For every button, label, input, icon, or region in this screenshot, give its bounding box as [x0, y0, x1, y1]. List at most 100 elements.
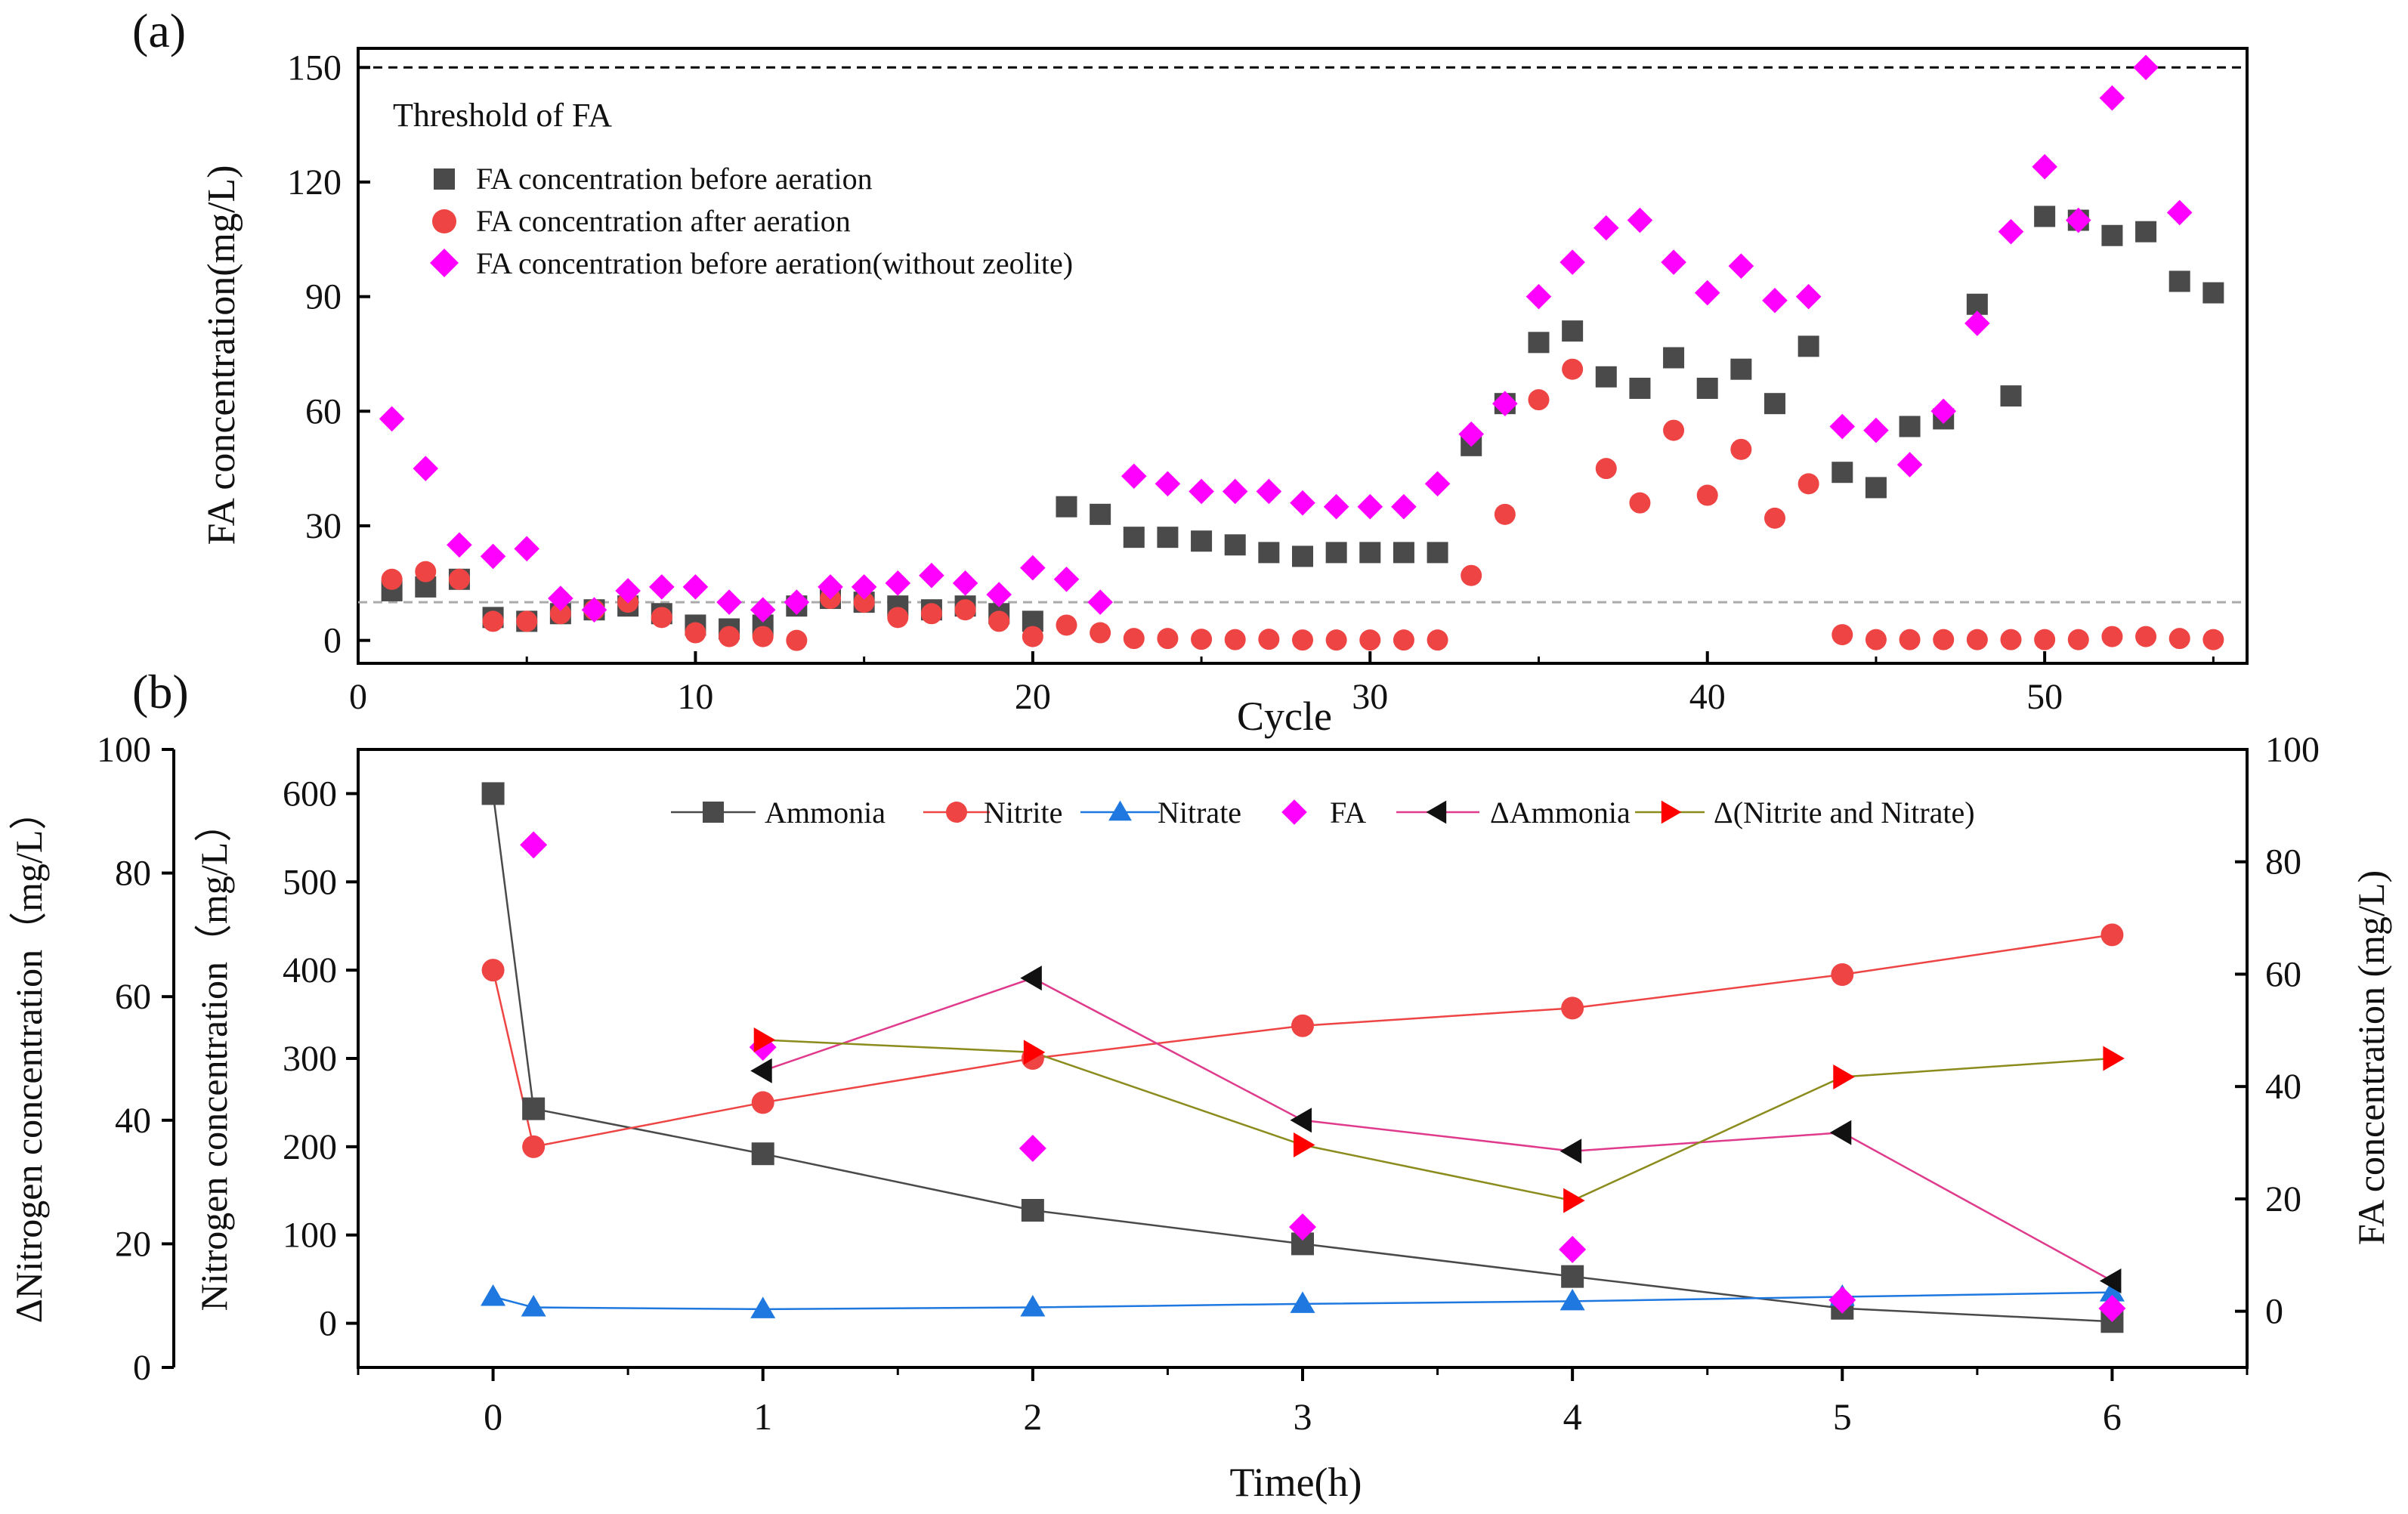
series-5-point — [753, 1027, 776, 1052]
series-2-point — [1896, 452, 1923, 477]
series-1-point — [1258, 629, 1280, 650]
series-1-point — [920, 603, 942, 625]
series-2-point — [648, 574, 675, 600]
series-0-line — [492, 793, 2113, 1323]
y-tick-label-outer: 60 — [115, 977, 151, 1017]
series-0-point — [481, 782, 505, 805]
x-tick-label-b: 6 — [2103, 1395, 2122, 1438]
x-tick-label-a: 30 — [1352, 677, 1388, 717]
series-5-point — [1563, 1188, 1585, 1213]
series-2-point — [1661, 249, 1686, 275]
series-2-point — [1290, 490, 1315, 516]
series-1-point — [1966, 629, 1988, 650]
series-2-point — [919, 562, 944, 589]
series-2-point — [1627, 207, 1653, 233]
series-0-point — [751, 1142, 774, 1166]
legend-b-label-3: FA — [1330, 796, 1366, 830]
series-2-point — [1795, 283, 1822, 310]
y-tick-label-a: 90 — [305, 277, 342, 317]
series-2-point — [1020, 1295, 1046, 1317]
series-1-point — [2202, 629, 2224, 650]
legend-b-marker-1 — [946, 802, 967, 823]
series-2-point — [481, 1284, 506, 1306]
series-2-point — [1189, 478, 1214, 505]
series-0-point — [1865, 477, 1887, 499]
series-0-point — [1899, 416, 1921, 437]
y-tick-label-outer: 0 — [133, 1348, 151, 1388]
series-1-point — [1561, 996, 1584, 1020]
series-1-point — [1090, 622, 1111, 644]
series-0-point — [1056, 496, 1077, 518]
series-0-point — [1090, 503, 1111, 525]
series-0-point — [2034, 205, 2056, 227]
series-1-point — [1056, 614, 1077, 636]
series-1-point — [2135, 626, 2157, 647]
axis-ticks-a: 0 10 20 30 40 50 0 30 60 90 120 150 — [287, 48, 2215, 717]
series-0-point — [2135, 221, 2157, 243]
series-0-point — [1595, 366, 1617, 388]
series-2-point — [1053, 566, 1080, 592]
series-1-point — [1663, 419, 1685, 441]
y-tick-label-left: 600 — [283, 774, 337, 814]
series-2-point — [1930, 398, 1957, 425]
series-1-point — [1325, 629, 1347, 651]
series-1-point — [482, 610, 504, 632]
series-0-point — [1191, 530, 1213, 552]
y-tick-label-a: 0 — [323, 621, 342, 661]
series-1-point — [2000, 629, 2022, 650]
series-1-point — [1696, 484, 1718, 506]
series-1-point — [2034, 629, 2056, 650]
series-2-point — [1323, 493, 1349, 520]
series-1-point — [1595, 458, 1617, 480]
series-2-point — [1121, 463, 1147, 490]
series-1-point — [1933, 629, 1955, 650]
series-0-point — [2202, 282, 2224, 304]
series-3-point — [1289, 1213, 1316, 1241]
series-0-point — [1764, 393, 1785, 415]
series-0-point — [2101, 224, 2123, 246]
series-0-point — [1325, 542, 1347, 564]
series-2-point — [2065, 207, 2091, 233]
series-0-point — [1528, 332, 1550, 354]
series-1-point — [1291, 1014, 1314, 1037]
series-2-point — [1222, 478, 1248, 505]
legend-a: FA concentration before aeration FA conc… — [430, 162, 1073, 280]
series-1-point — [549, 603, 571, 625]
series-1-point — [1461, 564, 1482, 586]
series-1-point — [448, 568, 470, 590]
series-1-point — [1427, 629, 1448, 651]
legend-b-label-0: Ammonia — [765, 796, 886, 830]
series-1-point — [1562, 358, 1584, 380]
x-tick-label-a: 0 — [349, 677, 367, 717]
series-1-point — [651, 607, 672, 629]
series-2-point — [1424, 471, 1451, 497]
legend-b-label-4: ΔAmmonia — [1490, 796, 1631, 830]
series-0-point — [1696, 377, 1718, 399]
legend-a-marker-diamond — [430, 249, 459, 277]
series-0-point — [1157, 527, 1179, 548]
series-4-point — [750, 1058, 772, 1083]
series-1-point — [1494, 503, 1516, 525]
series-0-point — [1561, 1265, 1584, 1288]
series-0-point — [1629, 377, 1651, 399]
series-2-point — [1559, 249, 1585, 275]
series-2-point — [2133, 54, 2159, 81]
series-1-point — [522, 1135, 546, 1158]
series-3-point — [2098, 1294, 2126, 1322]
series-1-point — [1123, 628, 1145, 650]
series-1-point — [853, 592, 875, 613]
y-tick-label-left: 400 — [283, 950, 337, 990]
series-lines-b — [492, 793, 2113, 1323]
series-4-line — [762, 977, 2113, 1282]
y-tick-label-left: 300 — [283, 1039, 337, 1079]
x-tick-label-b: 4 — [1563, 1395, 1582, 1438]
legend-b-marker-3 — [1281, 799, 1307, 825]
series-2-point — [1964, 311, 1990, 336]
series-0-point — [2000, 385, 2022, 407]
y-tick-label-right: 60 — [2265, 954, 2301, 994]
series-1-point — [887, 607, 909, 629]
series-1-point — [954, 599, 976, 621]
series-2-point — [413, 456, 439, 481]
series-0-point — [522, 1097, 546, 1120]
